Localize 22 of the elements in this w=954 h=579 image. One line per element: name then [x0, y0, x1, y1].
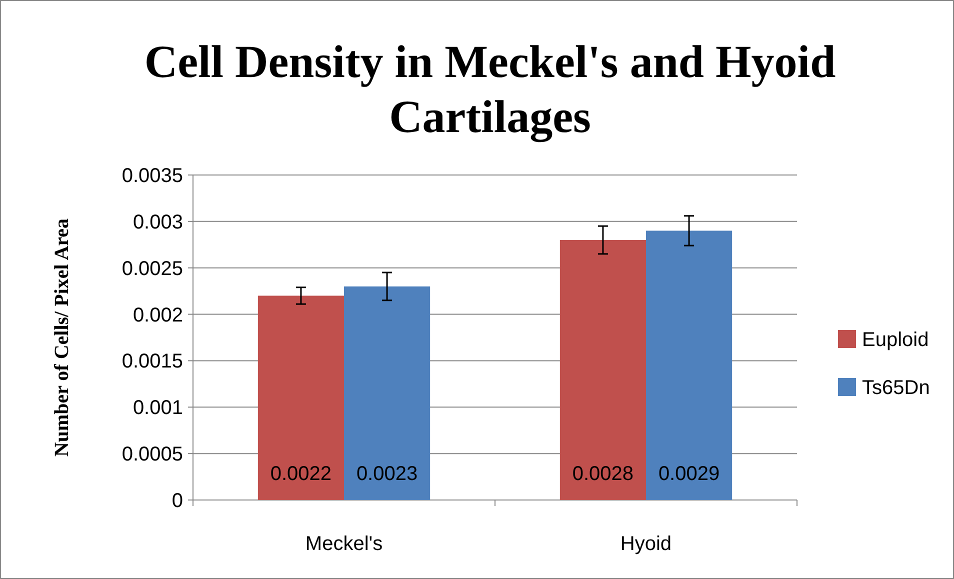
y-tick-label: 0.0035	[122, 165, 183, 187]
y-tick-label: 0	[172, 490, 183, 512]
data-label: 0.0029	[658, 463, 720, 485]
y-tick-label: 0.001	[132, 397, 183, 420]
legend-label: Euploid	[862, 329, 929, 351]
bar	[258, 296, 344, 500]
legend-label: Ts65Dn	[862, 377, 930, 399]
x-tick-label: Hyoid	[620, 533, 672, 555]
bar	[646, 230, 732, 500]
y-tick-label: 0.0005	[122, 444, 183, 466]
y-axis-title: Number of Cells/ Pixel Area	[51, 218, 73, 457]
data-label: 0.0022	[270, 463, 332, 485]
y-tick-label: 0.002	[132, 304, 183, 326]
y-tick-label: 0.0025	[122, 258, 183, 280]
bar	[560, 240, 646, 500]
chart-title: Cell Density in Meckel's and Hyoid Cartilages	[144, 36, 836, 143]
data-label: 0.0028	[572, 463, 634, 485]
y-tick-label: 0.0015	[122, 350, 183, 373]
y-tick-label: 0.003	[132, 211, 183, 234]
data-label: 0.0023	[356, 463, 418, 485]
x-tick-label: Meckel's	[305, 533, 383, 555]
bar	[344, 286, 430, 500]
